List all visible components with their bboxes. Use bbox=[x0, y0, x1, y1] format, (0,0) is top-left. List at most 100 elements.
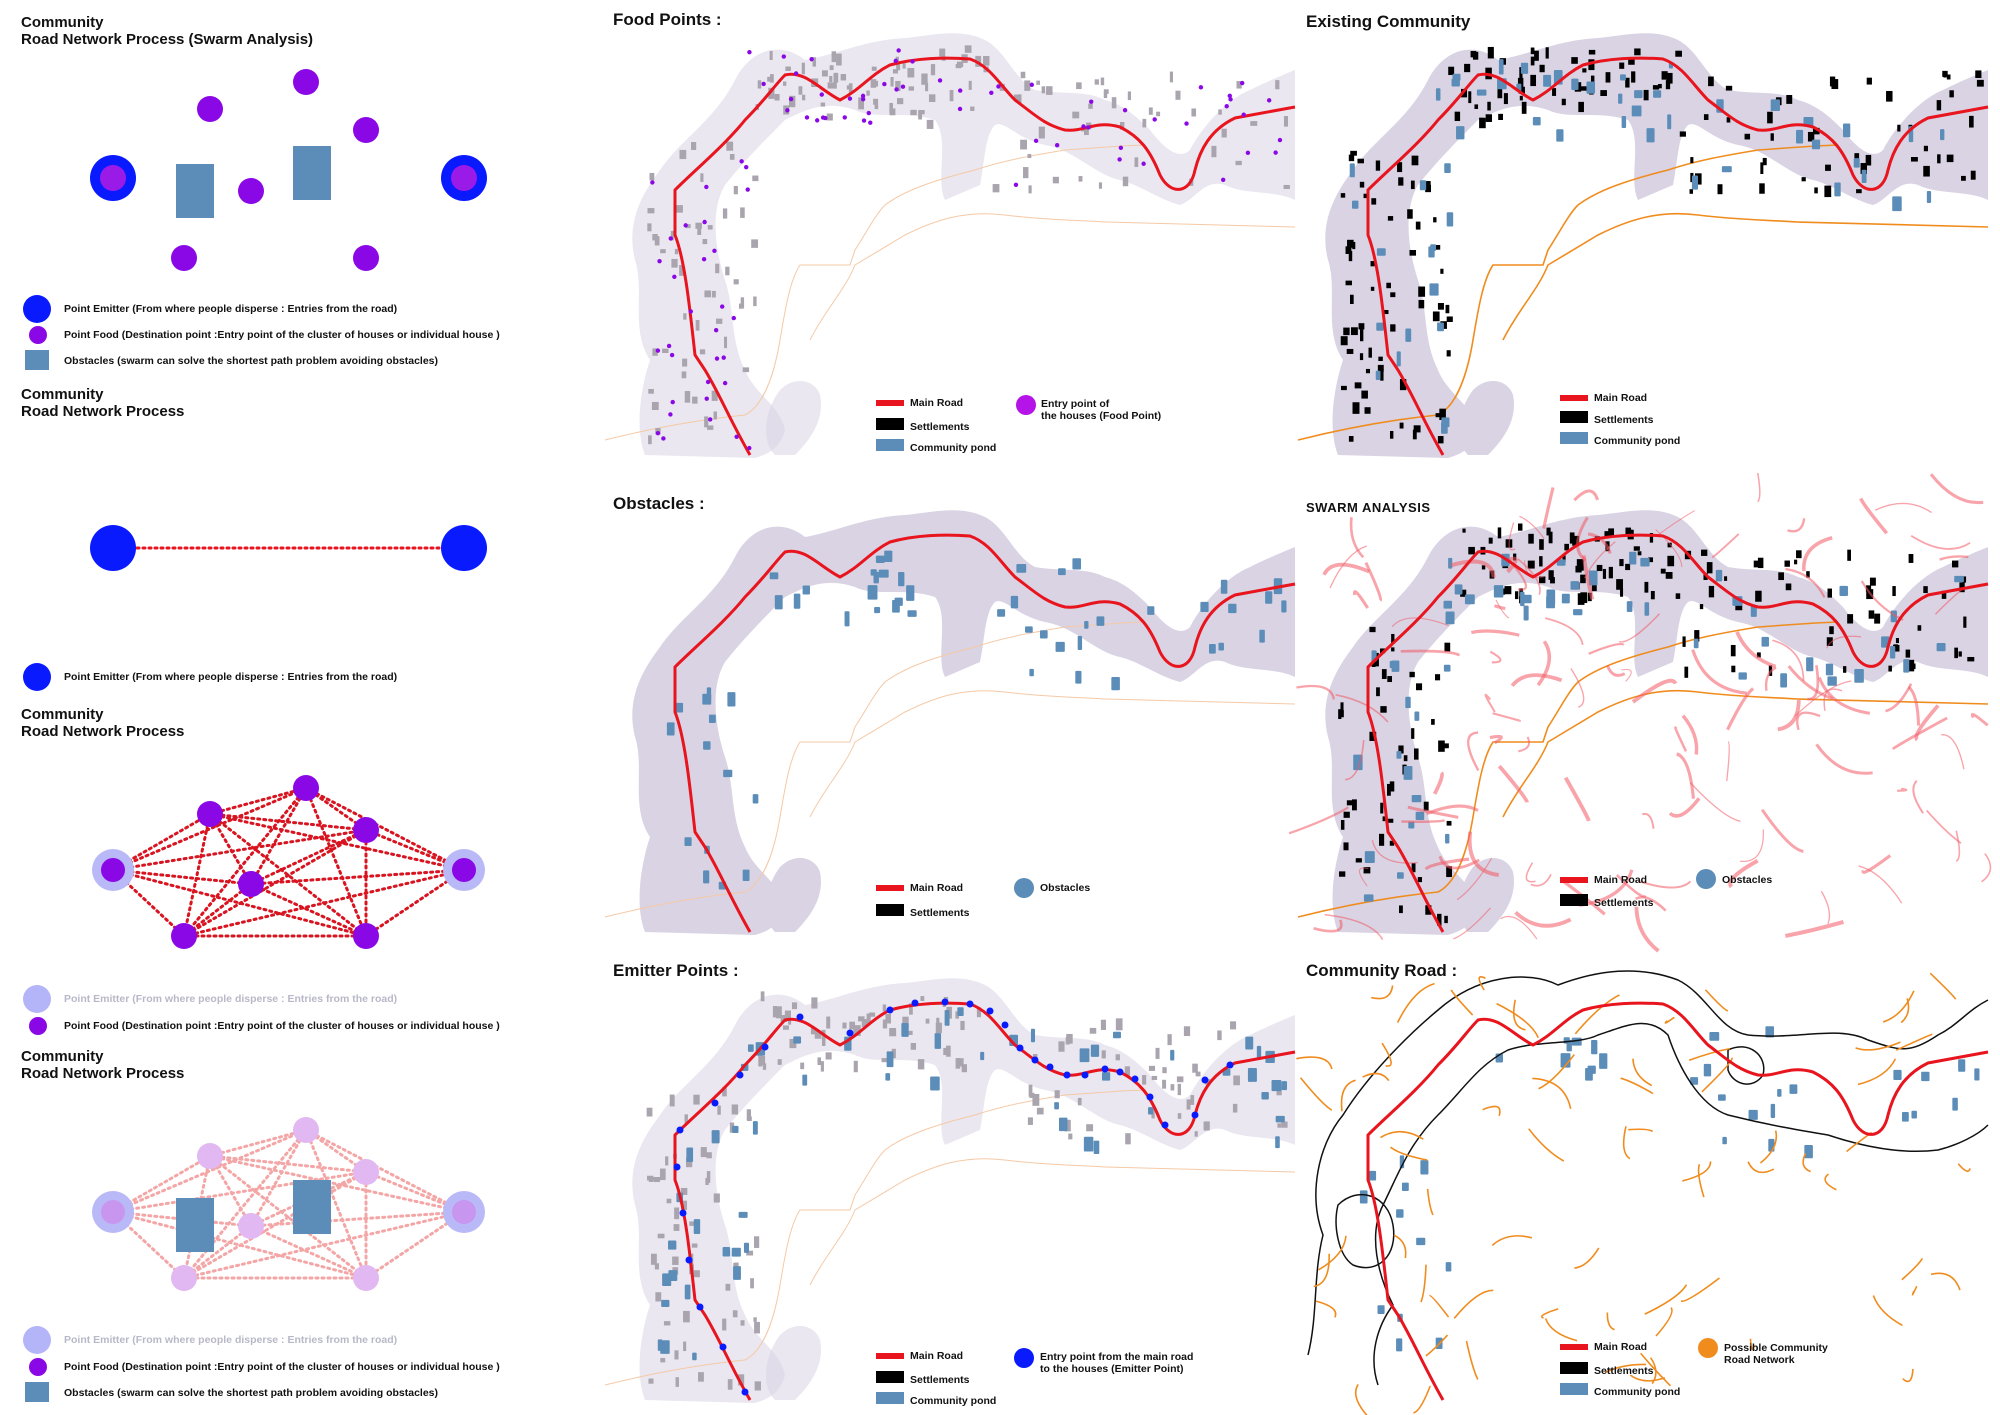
settlement-house bbox=[1390, 324, 1396, 332]
settlement-house bbox=[1155, 1047, 1160, 1059]
settlement-house bbox=[681, 1200, 688, 1210]
settlement-house bbox=[1946, 74, 1951, 80]
pond-obstacle bbox=[867, 585, 878, 600]
settlement-area bbox=[765, 857, 821, 932]
settlement-house bbox=[1389, 430, 1394, 439]
settlement-house bbox=[1564, 543, 1569, 551]
swarm-path bbox=[1407, 805, 1459, 819]
settlement-house bbox=[1661, 71, 1668, 80]
food-point bbox=[1198, 85, 1204, 90]
settlement-house bbox=[1757, 557, 1764, 569]
legend-main-road-swatch bbox=[1560, 395, 1588, 401]
emitter-point bbox=[673, 1163, 681, 1171]
settlement-house bbox=[811, 997, 818, 1009]
settlement-house bbox=[1708, 76, 1714, 87]
food-point bbox=[293, 1117, 319, 1143]
emitter-points-map bbox=[604, 978, 1296, 1403]
settlement-house bbox=[928, 94, 936, 103]
settlement-house bbox=[733, 279, 739, 285]
swarm-path bbox=[1296, 684, 1336, 700]
pond-obstacle bbox=[1405, 328, 1412, 342]
settlement-house bbox=[675, 1377, 679, 1387]
community-road bbox=[1574, 994, 1620, 1035]
community-road bbox=[1855, 1041, 1901, 1051]
settlement-house bbox=[1786, 94, 1793, 104]
pond-obstacle bbox=[1446, 212, 1454, 227]
food-point bbox=[1081, 124, 1086, 129]
settlement-house bbox=[654, 1263, 659, 1270]
swarm-path bbox=[1785, 567, 1826, 598]
pond-obstacle bbox=[1058, 1117, 1068, 1132]
settlement-house bbox=[1432, 311, 1440, 322]
settlement-house bbox=[774, 93, 780, 101]
settlement-house bbox=[1843, 666, 1847, 673]
settlement-house bbox=[704, 290, 712, 298]
settlement-house bbox=[917, 1059, 925, 1070]
legend-emitter-swatch bbox=[23, 295, 51, 323]
settlement-house bbox=[825, 1052, 832, 1060]
settlement-house bbox=[1411, 728, 1415, 739]
food-point bbox=[721, 355, 726, 360]
legend-main-road-label: Main Road bbox=[910, 397, 964, 409]
settlement-house bbox=[1281, 1121, 1288, 1128]
pond-obstacle bbox=[703, 870, 710, 884]
secondary-road bbox=[604, 1089, 1146, 1386]
pond-obstacle bbox=[727, 692, 736, 707]
settlement-house bbox=[908, 86, 915, 91]
food-point bbox=[1013, 182, 1019, 188]
settlement-house bbox=[1784, 560, 1790, 567]
settlement-house bbox=[1572, 535, 1580, 546]
pond-obstacle bbox=[1546, 596, 1555, 609]
settlement-house bbox=[1608, 528, 1615, 537]
food-point bbox=[1227, 93, 1232, 99]
settlement-house bbox=[746, 1116, 752, 1122]
food-point bbox=[714, 356, 720, 361]
settlement-house bbox=[732, 1310, 738, 1318]
settlement-house bbox=[660, 1357, 666, 1363]
community-road bbox=[1644, 1284, 1688, 1315]
section1-title-line2: Road Network Process (Swarm Analysis) bbox=[21, 31, 314, 48]
community-road bbox=[1824, 1173, 1837, 1191]
settlement-house bbox=[1437, 913, 1442, 926]
swarm-path bbox=[1492, 712, 1521, 722]
settlement-house bbox=[1958, 651, 1962, 657]
settlement-house bbox=[955, 1058, 961, 1069]
legend-settlements-swatch bbox=[1560, 411, 1588, 423]
settlement-house bbox=[1364, 407, 1371, 414]
settlement-house bbox=[1440, 268, 1444, 274]
community-road bbox=[1872, 1295, 1903, 1327]
pond-obstacle bbox=[657, 1339, 663, 1351]
settlement-house bbox=[1576, 559, 1584, 571]
emitter-point bbox=[1131, 1075, 1139, 1083]
settlement-house bbox=[1361, 390, 1368, 399]
settlement-house bbox=[930, 64, 936, 76]
settlement-house bbox=[970, 106, 975, 111]
settlement-house bbox=[1690, 157, 1694, 164]
settlement-house bbox=[1731, 665, 1736, 673]
settlement-house bbox=[949, 89, 954, 102]
settlement-house bbox=[921, 73, 928, 85]
legend-food-swatch bbox=[29, 1358, 47, 1376]
food-point bbox=[819, 92, 824, 97]
settlement-house bbox=[685, 224, 691, 229]
community-boundary bbox=[1373, 1022, 1989, 1386]
swarm-path bbox=[1494, 604, 1506, 611]
community-road bbox=[1396, 982, 1435, 1023]
community-road bbox=[1544, 1318, 1578, 1342]
swarm-path bbox=[1506, 556, 1518, 574]
pond-obstacle bbox=[723, 769, 733, 778]
legend-emitter-point-swatch bbox=[1014, 1348, 1034, 1368]
pond-obstacle bbox=[1261, 1092, 1269, 1100]
settlement-house bbox=[1961, 175, 1966, 181]
settlement-house bbox=[650, 1253, 657, 1265]
pond-obstacle bbox=[901, 1022, 909, 1037]
pond-obstacle bbox=[898, 572, 905, 587]
pond-obstacle bbox=[1644, 602, 1650, 616]
network-link bbox=[364, 1170, 466, 1214]
settlement-house bbox=[1468, 546, 1475, 555]
settlement-house bbox=[698, 1372, 704, 1382]
swarm-path bbox=[1861, 854, 1892, 874]
pond-obstacle bbox=[1456, 126, 1465, 140]
settlement-house bbox=[1354, 382, 1362, 389]
food-point bbox=[1118, 145, 1124, 150]
